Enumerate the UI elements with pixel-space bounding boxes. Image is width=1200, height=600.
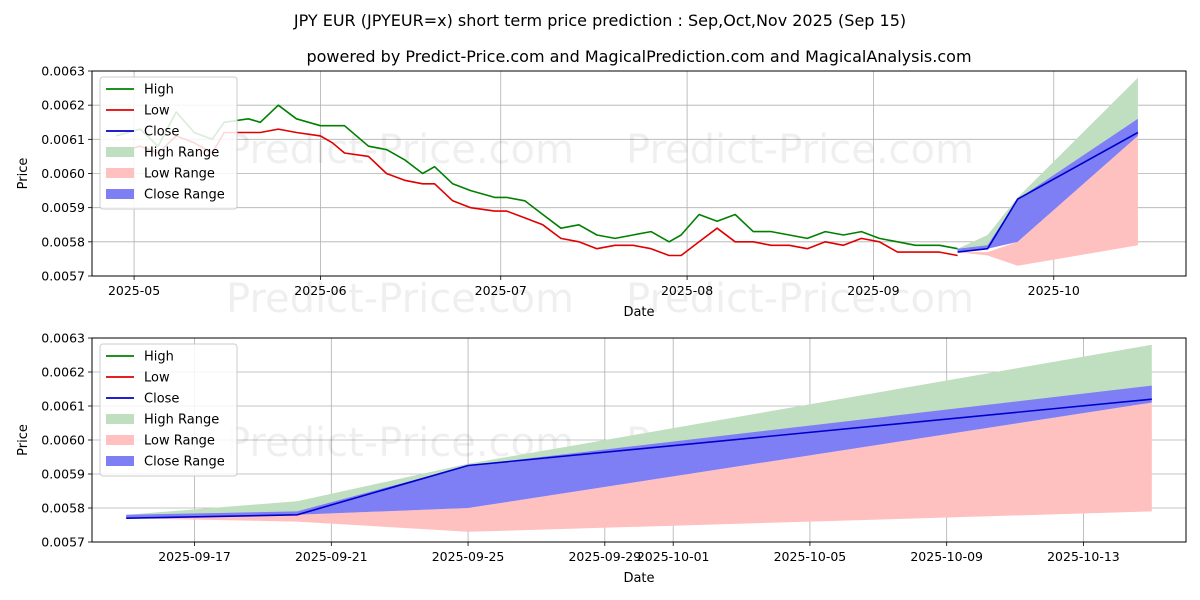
y-tick-label: 0.0060 — [41, 166, 85, 181]
x-tick-label: 2025-06 — [294, 283, 346, 298]
x-tick-label: 2025-09-21 — [295, 549, 368, 564]
legend-swatch-close-range — [106, 456, 134, 466]
x-tick-label: 2025-10-05 — [774, 549, 847, 564]
legend-label-close-range: Close Range — [144, 455, 225, 470]
legend-swatch-high-range — [106, 147, 134, 157]
legend-label-close-range: Close Range — [144, 188, 225, 203]
y-tick-label: 0.0059 — [41, 200, 85, 215]
chart-title: JPY EUR (JPYEUR=x) short term price pred… — [293, 11, 906, 30]
y-axis-label: Price — [16, 158, 31, 190]
x-tick-label: 2025-07 — [475, 283, 527, 298]
legend-label-close: Close — [144, 125, 179, 140]
y-tick-label: 0.0057 — [41, 535, 85, 550]
legend: High Low Close High Range Low Range Close Ran… — [99, 76, 238, 210]
plot-frame — [91, 70, 1187, 277]
y-tick-label: 0.0060 — [41, 433, 85, 448]
y-tick-label: 0.0061 — [41, 132, 85, 147]
x-tick-label: 2025-10-01 — [637, 549, 710, 564]
y-tick-label: 0.0058 — [41, 501, 85, 516]
plot-panel-2: 0.0057 0.0058 0.0059 0.0060 0.0061 0.0062 0.00… — [16, 331, 1187, 586]
y-axis-label: Price — [16, 424, 31, 456]
plot-frame — [91, 337, 1187, 543]
y-tick-label: 0.0058 — [41, 234, 85, 249]
x-tick-label: 2025-10-13 — [1047, 549, 1120, 564]
legend-label-high-range: High Range — [144, 413, 219, 428]
y-tick-label: 0.0062 — [41, 365, 85, 380]
close-series-line — [126, 398, 1152, 519]
y-tick-label: 0.0062 — [41, 98, 85, 113]
x-tick-label: 2025-05 — [108, 283, 160, 298]
legend-label-high: High — [144, 350, 174, 365]
chart-subtitle: powered by Predict-Price.com and Magical… — [306, 47, 971, 66]
legend-label-low-range: Low Range — [144, 434, 215, 449]
low-series-line — [115, 128, 958, 257]
close-series-line — [957, 131, 1139, 253]
high-series-line — [115, 104, 958, 250]
legend-box — [99, 343, 238, 477]
legend-label-low-range: Low Range — [144, 167, 215, 182]
legend: High Low Close High Range Low Range Close Ran… — [99, 343, 238, 477]
low-range-band — [126, 402, 1152, 532]
x-tick-label: 2025-10 — [1028, 283, 1080, 298]
y-tick-label: 0.0059 — [41, 467, 85, 482]
y-tick-label: 0.0061 — [41, 399, 85, 414]
legend-swatch-low-range — [106, 168, 134, 178]
watermark: Predict-Price.com — [226, 127, 574, 173]
x-tick-label: 2025-08 — [661, 283, 713, 298]
legend-label-close: Close — [144, 392, 179, 407]
close-range-band — [957, 118, 1138, 253]
x-axis-label: Date — [623, 305, 654, 320]
legend-swatch-low-range — [106, 435, 134, 445]
low-range-band — [957, 135, 1138, 266]
legend-label-low: Low — [144, 371, 170, 386]
y-tick-label: 0.0063 — [41, 64, 85, 79]
legend-label-low: Low — [144, 104, 170, 119]
x-axis-label: Date — [623, 571, 654, 586]
x-tick-label: 2025-09 — [847, 283, 899, 298]
x-tick-label: 2025-09-17 — [158, 549, 231, 564]
x-tick-label: 2025-10-09 — [910, 549, 983, 564]
plot-panel-1: 0.0057 0.0058 0.0059 0.0060 0.0061 0.0062 0.00… — [16, 64, 1187, 322]
x-tick-label: 2025-09-29 — [568, 549, 641, 564]
y-tick-label: 0.0057 — [41, 269, 85, 284]
x-tick-label: 2025-09-25 — [432, 549, 505, 564]
watermark: Predict-Price.com — [226, 276, 574, 322]
watermark: Predict-Price.com — [626, 276, 974, 322]
legend-label-high: High — [144, 83, 174, 98]
legend-swatch-close-range — [106, 189, 134, 199]
close-range-band — [126, 385, 1152, 519]
watermark: Predict-Price.com — [626, 127, 974, 173]
y-tick-label: 0.0063 — [41, 331, 85, 346]
legend-swatch-high-range — [106, 414, 134, 424]
legend-label-high-range: High Range — [144, 146, 219, 161]
legend-box — [99, 76, 238, 210]
